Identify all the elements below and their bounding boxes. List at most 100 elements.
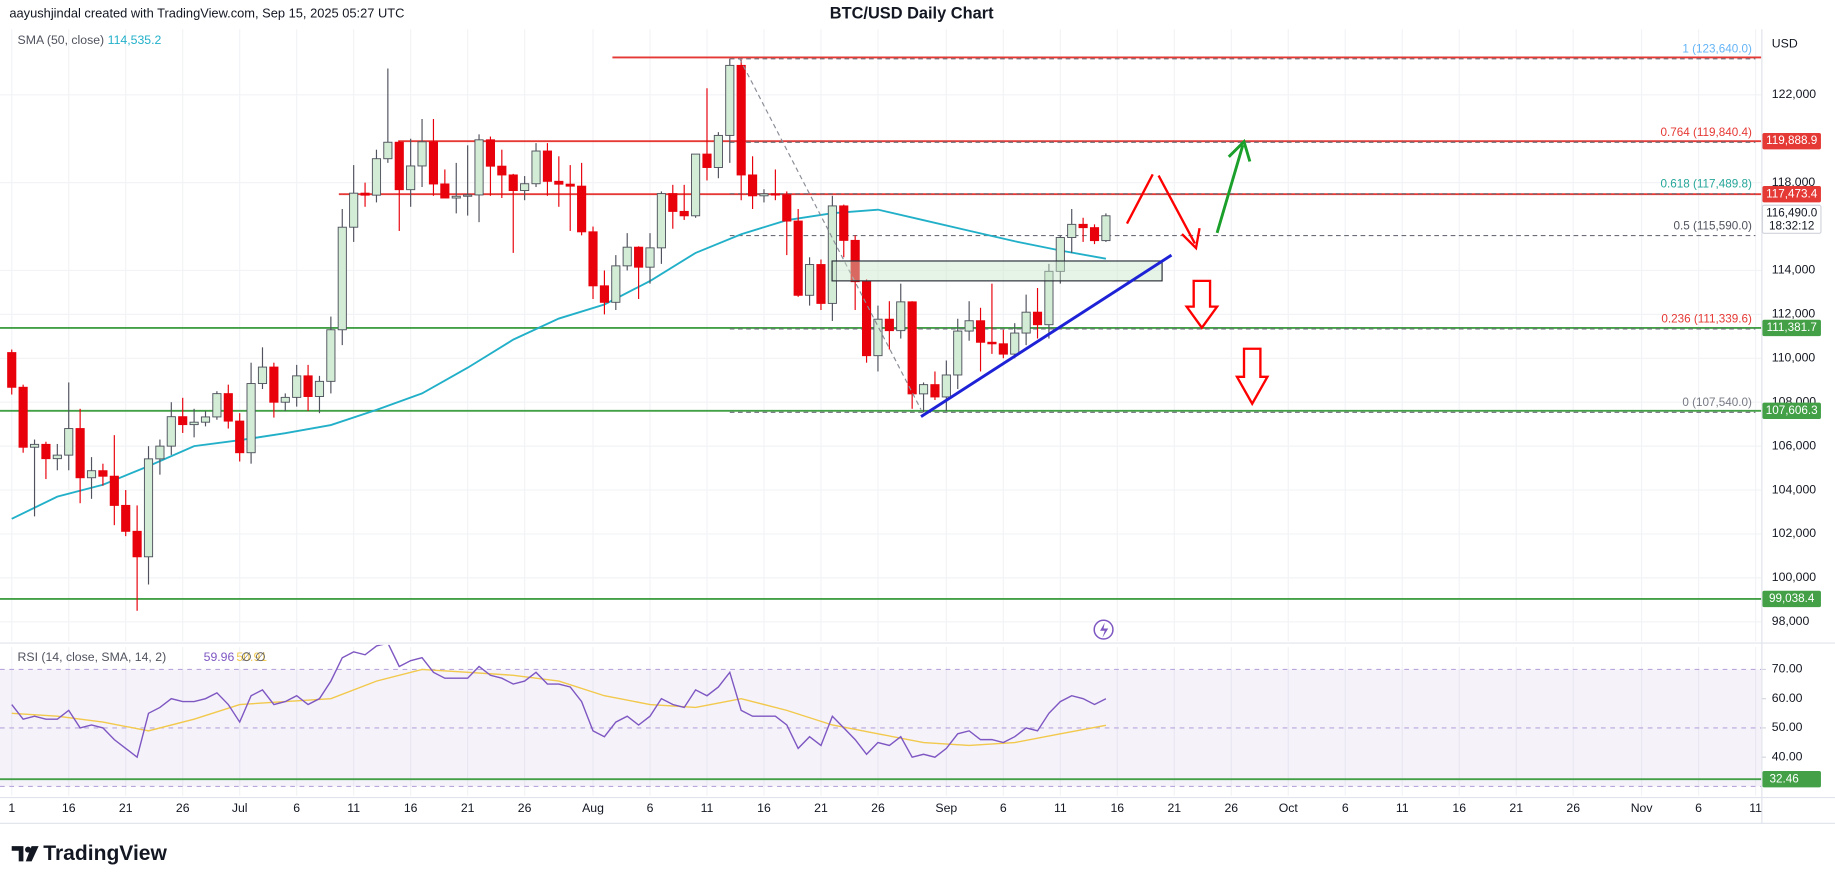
fib-label: 0.764 (119,840.4) <box>1661 126 1753 139</box>
candle-body <box>816 264 826 304</box>
candle-body <box>200 416 211 423</box>
candle-body <box>337 226 347 331</box>
candle-body <box>599 285 609 303</box>
candle-body <box>166 416 176 447</box>
y-tick-label: 100,000 <box>1772 570 1817 584</box>
last-price-label: 116,490.0 <box>1766 207 1818 220</box>
alert-icon-bolt <box>1100 622 1109 638</box>
candle-body <box>360 192 370 196</box>
rsi-plot <box>0 644 1762 788</box>
candle-body <box>121 504 131 532</box>
candle-body <box>383 141 393 160</box>
rsi-legend-extra: ∅ <box>255 650 266 664</box>
candle-body <box>736 64 746 176</box>
candle-body <box>280 396 290 403</box>
candle-body <box>303 375 313 397</box>
x-tick-label: 6 <box>1342 801 1349 815</box>
candle-body <box>428 141 439 185</box>
sma-legend-value: 114,535.2 <box>108 33 162 47</box>
x-tick-label: 6 <box>647 801 654 815</box>
candle-body <box>748 174 758 197</box>
candle-body <box>634 246 644 268</box>
candle-body <box>1010 332 1020 355</box>
x-tick-label: 11 <box>1054 801 1067 815</box>
fib-label: 0.236 (111,339.6) <box>1661 313 1752 326</box>
logo-mark <box>11 846 24 862</box>
level-price-label: 99,038.4 <box>1769 592 1815 605</box>
candle-body <box>998 343 1008 355</box>
fib-label: 0.618 (117,489.8) <box>1661 178 1753 191</box>
candle-body <box>497 165 507 176</box>
candle-body <box>178 416 188 426</box>
candle-body <box>485 139 496 167</box>
candle-body <box>805 264 815 296</box>
candle-body <box>542 150 552 182</box>
level-price-label: 111,381.7 <box>1767 321 1817 334</box>
price-plot <box>0 56 1762 611</box>
candle-body <box>292 375 302 398</box>
attribution: aayushjindal created with TradingView.co… <box>9 5 404 20</box>
rsi-sma-line <box>11 668 1107 747</box>
candle-body <box>611 265 621 303</box>
candle-body <box>98 470 108 477</box>
candle-body <box>394 141 404 191</box>
candle-body <box>349 192 359 228</box>
trend-line <box>920 253 1173 418</box>
candle-body <box>75 428 85 479</box>
candle-body <box>565 183 575 187</box>
level-price-label: 107,606.3 <box>1766 404 1818 417</box>
level-price-box <box>1762 319 1821 337</box>
rsi-tick-label: 50.00 <box>1772 720 1803 734</box>
countdown-label: 18:32:12 <box>1769 219 1815 232</box>
candle-body <box>793 220 803 296</box>
x-tick-label: 26 <box>1224 801 1238 815</box>
y-tick-label: 110,000 <box>1772 351 1816 365</box>
candle-body <box>873 318 883 357</box>
candle-body <box>440 183 450 199</box>
candle-body <box>918 384 929 395</box>
rsi-sma-legend-value: 50.91 <box>236 650 267 664</box>
hollow-down-arrow <box>1234 347 1270 407</box>
x-tick-label: 11 <box>1749 801 1762 815</box>
x-tick-label: 16 <box>62 801 76 815</box>
candle-body <box>257 366 268 385</box>
y-tick-label: 104,000 <box>1772 482 1817 496</box>
rsi-tick-label: 40.00 <box>1772 749 1803 763</box>
rsi-legend: RSI (14, close, SMA, 14, 2) <box>18 650 167 664</box>
arrow-up-red <box>1125 173 1154 225</box>
x-tick-label: 26 <box>176 801 190 815</box>
labels: aayushjindal created with TradingView.co… <box>0 4 1835 865</box>
candle-body <box>622 246 632 267</box>
x-tick-label: 6 <box>1695 801 1702 815</box>
candle-body <box>953 330 963 376</box>
y-tick-label: 114,000 <box>1772 263 1816 277</box>
y-tick-label: 102,000 <box>1772 526 1817 540</box>
candle-body <box>7 352 17 388</box>
candle-body <box>451 195 461 199</box>
candle-body <box>725 64 735 136</box>
candle-body <box>29 443 40 448</box>
candle-body <box>155 445 165 460</box>
rsi-tick-label: 70.00 <box>1772 662 1803 676</box>
candle-body <box>987 341 997 345</box>
candle-body <box>1021 311 1031 334</box>
rsi-level-label: 32.46 <box>1769 772 1798 785</box>
candle-body <box>189 421 199 426</box>
candle-body <box>1032 311 1043 326</box>
x-tick-label: 11 <box>347 801 360 815</box>
candle-body <box>930 384 940 398</box>
candle-body <box>691 153 701 217</box>
x-tick-label: 6 <box>293 801 300 815</box>
x-tick-label: Jul <box>232 801 248 815</box>
arrow-up-green <box>1215 144 1245 234</box>
candle-body <box>371 158 382 196</box>
candle-body <box>588 231 598 287</box>
candle-body <box>463 194 473 197</box>
logo-mark <box>25 846 39 862</box>
candle-body <box>520 183 530 192</box>
x-tick-label: 16 <box>1110 801 1124 815</box>
y-tick-label: 122,000 <box>1772 87 1817 101</box>
candle-body <box>406 165 416 191</box>
sma-legend: SMA (50, close) <box>18 33 105 47</box>
